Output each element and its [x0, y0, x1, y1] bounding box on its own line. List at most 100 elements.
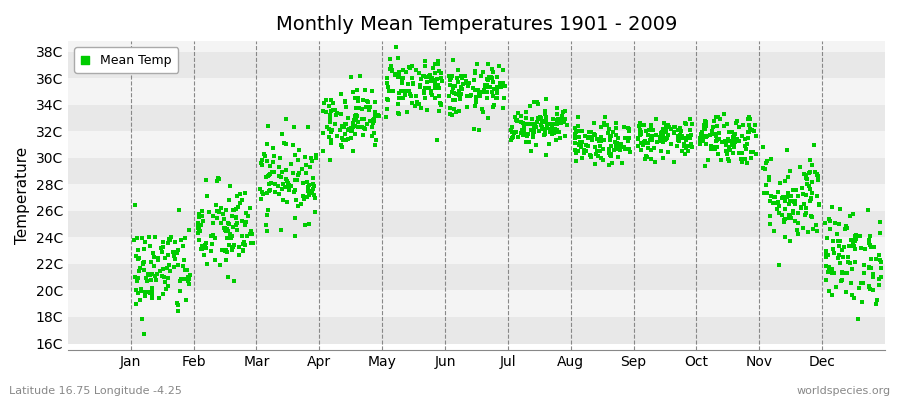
- Point: [763, 156, 778, 162]
- Point: [222, 183, 237, 189]
- Point: [335, 135, 349, 141]
- Point: [610, 144, 625, 150]
- Point: [695, 138, 709, 144]
- Point: [590, 148, 605, 154]
- Point: [694, 130, 708, 136]
- Point: [413, 84, 428, 90]
- Point: [490, 95, 504, 101]
- Point: [693, 135, 707, 141]
- Point: [682, 116, 697, 122]
- Point: [153, 245, 167, 251]
- Point: [857, 270, 871, 277]
- Point: [163, 237, 177, 244]
- Point: [273, 154, 287, 161]
- Point: [863, 242, 878, 248]
- Point: [597, 137, 611, 144]
- Point: [539, 152, 554, 158]
- Point: [210, 208, 224, 214]
- Point: [727, 135, 742, 142]
- Point: [848, 238, 862, 244]
- Point: [516, 119, 530, 126]
- Point: [349, 112, 364, 119]
- Point: [136, 261, 150, 268]
- Point: [717, 138, 732, 144]
- Point: [230, 192, 245, 199]
- Point: [704, 146, 718, 152]
- Point: [480, 76, 494, 82]
- Point: [216, 211, 230, 218]
- Point: [271, 183, 285, 190]
- Point: [572, 133, 587, 140]
- Point: [726, 131, 741, 137]
- Point: [823, 218, 837, 224]
- Point: [177, 276, 192, 282]
- Point: [164, 234, 178, 240]
- Point: [489, 94, 503, 101]
- Point: [364, 104, 378, 110]
- Point: [786, 208, 800, 214]
- Bar: [68, 78, 885, 105]
- Point: [569, 158, 583, 164]
- Point: [333, 127, 347, 134]
- Point: [450, 74, 464, 81]
- Point: [418, 57, 432, 64]
- Point: [226, 207, 240, 213]
- Point: [224, 246, 238, 252]
- Point: [633, 132, 647, 138]
- Point: [443, 104, 457, 111]
- Point: [139, 274, 153, 281]
- Point: [697, 124, 711, 131]
- Point: [609, 125, 624, 131]
- Point: [454, 84, 468, 90]
- Point: [244, 228, 258, 234]
- Point: [152, 268, 166, 274]
- Point: [569, 150, 583, 156]
- Point: [297, 196, 311, 202]
- Point: [862, 283, 877, 290]
- Point: [700, 133, 715, 139]
- Point: [395, 76, 410, 83]
- Point: [826, 246, 841, 252]
- Text: Latitude 16.75 Longitude -4.25: Latitude 16.75 Longitude -4.25: [9, 386, 182, 396]
- Point: [272, 173, 286, 179]
- Point: [130, 247, 145, 254]
- Point: [796, 225, 811, 232]
- Point: [658, 137, 672, 143]
- Point: [321, 103, 336, 110]
- Point: [481, 94, 495, 101]
- Point: [179, 296, 194, 303]
- Point: [530, 99, 544, 105]
- Point: [864, 265, 878, 272]
- Point: [278, 116, 293, 122]
- Point: [381, 97, 395, 103]
- Point: [851, 285, 866, 291]
- Point: [782, 215, 796, 221]
- Point: [519, 138, 534, 145]
- Point: [138, 289, 152, 296]
- Point: [821, 268, 835, 275]
- Point: [715, 139, 729, 145]
- Point: [289, 196, 303, 203]
- Point: [430, 82, 445, 88]
- Point: [833, 206, 848, 212]
- Point: [508, 114, 522, 120]
- Point: [572, 141, 587, 148]
- Point: [168, 238, 183, 245]
- Point: [344, 128, 358, 135]
- Point: [273, 154, 287, 161]
- Point: [533, 114, 547, 120]
- Point: [142, 242, 157, 249]
- Point: [527, 125, 542, 131]
- Point: [659, 128, 673, 134]
- Point: [432, 84, 446, 91]
- Point: [622, 128, 636, 135]
- Point: [133, 286, 148, 292]
- Point: [218, 248, 232, 254]
- Point: [299, 162, 313, 169]
- Point: [553, 135, 567, 142]
- Point: [244, 240, 258, 246]
- Point: [844, 243, 859, 249]
- Point: [528, 142, 543, 148]
- Point: [213, 220, 228, 226]
- Point: [538, 114, 553, 120]
